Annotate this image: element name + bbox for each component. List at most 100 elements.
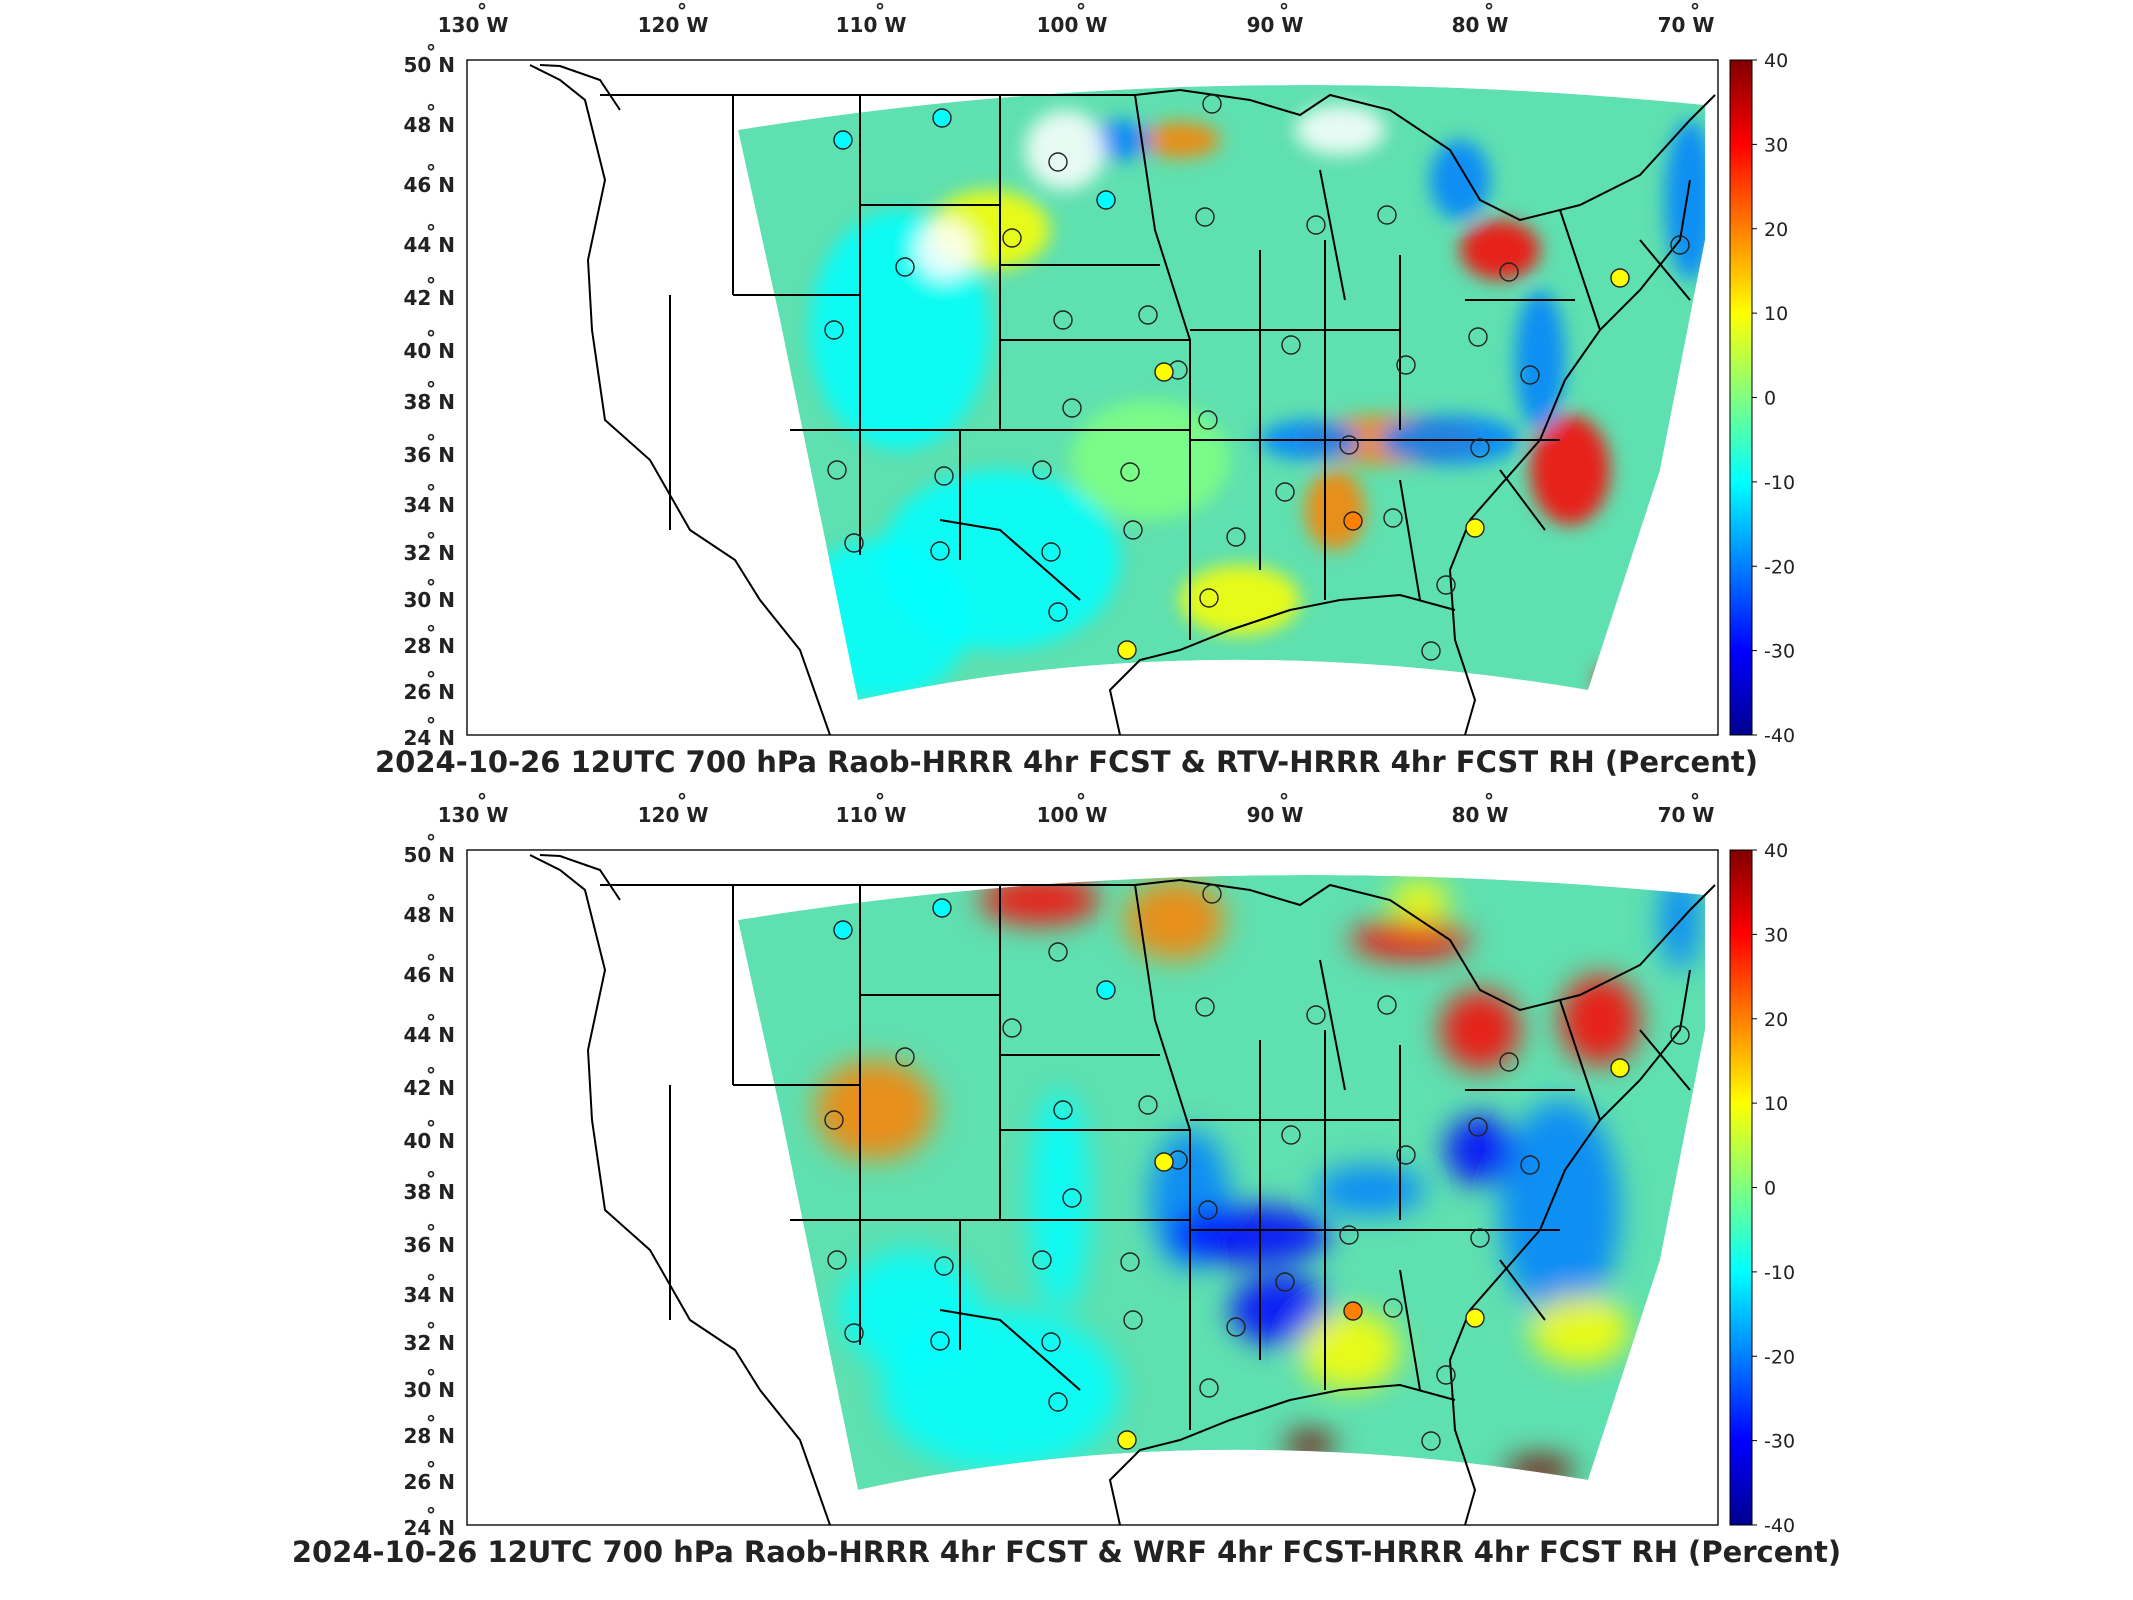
station-marker xyxy=(930,541,950,561)
station-marker xyxy=(1396,355,1416,375)
degree-mark: ° xyxy=(426,160,436,184)
colorbar-tick-label: 20 xyxy=(1764,1009,1788,1031)
station-marker xyxy=(1383,508,1403,528)
station-marker xyxy=(1520,365,1540,385)
lon-tick-label: 120 W xyxy=(638,803,709,827)
station-marker xyxy=(1499,262,1519,282)
station-marker xyxy=(1120,462,1140,482)
station-marker xyxy=(1041,1332,1061,1352)
lat-tick-label: 26 N xyxy=(403,1470,455,1494)
lon-tick-label: 130 W xyxy=(438,13,509,37)
station-marker xyxy=(1421,1431,1441,1451)
station-marker xyxy=(1465,518,1485,538)
lon-tick-label: 90 W xyxy=(1247,803,1304,827)
station-marker xyxy=(1138,305,1158,325)
station-marker xyxy=(1610,1058,1630,1078)
lat-tick-label: 32 N xyxy=(403,541,455,565)
degree-mark: ° xyxy=(426,1167,436,1191)
station-marker xyxy=(1048,942,1068,962)
station-marker xyxy=(1468,327,1488,347)
lat-tick-label: 46 N xyxy=(403,963,455,987)
station-marker xyxy=(1377,205,1397,225)
lat-tick-label: 34 N xyxy=(403,493,455,517)
station-marker xyxy=(932,108,952,128)
station-marker xyxy=(824,320,844,340)
station-marker xyxy=(895,1047,915,1067)
degree-mark: ° xyxy=(426,713,436,737)
station-marker xyxy=(1195,997,1215,1017)
degree-mark: ° xyxy=(426,1365,436,1389)
station-marker xyxy=(1226,1317,1246,1337)
station-marker xyxy=(1383,1298,1403,1318)
station-marker xyxy=(833,130,853,150)
map-figure-top: 130 W°120 W°110 W°100 W°90 W°80 W°70 W°5… xyxy=(403,0,1795,750)
degree-mark: ° xyxy=(1076,0,1086,23)
station-marker xyxy=(1202,94,1222,114)
station-marker xyxy=(1002,1018,1022,1038)
lon-tick-label: 80 W xyxy=(1452,13,1509,37)
degree-mark: ° xyxy=(1690,0,1700,23)
station-marker xyxy=(1048,1392,1068,1412)
station-marker xyxy=(1436,575,1456,595)
station-marker xyxy=(1062,398,1082,418)
station-marker xyxy=(1123,1310,1143,1330)
station-marker xyxy=(1275,482,1295,502)
station-marker xyxy=(1041,542,1061,562)
lat-tick-label: 36 N xyxy=(403,443,455,467)
station-marker xyxy=(1096,980,1116,1000)
degree-mark: ° xyxy=(426,1411,436,1435)
axes-frame xyxy=(466,849,1719,1526)
station-marker xyxy=(827,1250,847,1270)
station-marker xyxy=(827,460,847,480)
lat-tick-label: 46 N xyxy=(403,173,455,197)
lon-tick-label: 70 W xyxy=(1658,13,1715,37)
colorbar-tick-label: -20 xyxy=(1764,1346,1795,1368)
station-marker xyxy=(1117,1430,1137,1450)
degree-mark: ° xyxy=(426,621,436,645)
colorbar xyxy=(1729,59,1753,736)
station-marker xyxy=(1198,410,1218,430)
state-borders xyxy=(529,64,1716,736)
colorbar-tick-label: 0 xyxy=(1764,1178,1776,1200)
degree-mark: ° xyxy=(1279,790,1289,813)
station-marker xyxy=(1032,1250,1052,1270)
lat-tick-label: 30 N xyxy=(403,1378,455,1402)
station-marker xyxy=(1281,1125,1301,1145)
raob-stations xyxy=(824,884,1690,1451)
lon-tick-label: 110 W xyxy=(836,803,907,827)
degree-mark: ° xyxy=(426,220,436,244)
colorbar-tick-label: 10 xyxy=(1764,1093,1788,1115)
colorbar xyxy=(1729,849,1753,1526)
degree-mark: ° xyxy=(1484,790,1494,813)
station-marker xyxy=(1470,438,1490,458)
degree-mark: ° xyxy=(426,1457,436,1481)
degree-mark: ° xyxy=(426,1116,436,1140)
lat-tick-label: 48 N xyxy=(403,113,455,137)
station-marker xyxy=(1670,1025,1690,1045)
panel-title-top: 2024-10-26 12UTC 700 hPa Raob-HRRR 4hr F… xyxy=(374,745,1758,779)
station-marker xyxy=(1154,1152,1174,1172)
degree-mark: ° xyxy=(477,790,487,813)
degree-mark: ° xyxy=(426,273,436,297)
degree-mark: ° xyxy=(426,667,436,691)
degree-mark: ° xyxy=(875,790,885,813)
station-marker xyxy=(1343,1301,1363,1321)
lat-tick-label: 40 N xyxy=(403,1129,455,1153)
degree-mark: ° xyxy=(426,950,436,974)
station-marker xyxy=(833,920,853,940)
colorbar-tick-label: 30 xyxy=(1764,134,1788,156)
colorbar-tick-label: -30 xyxy=(1764,1431,1795,1453)
degree-mark: ° xyxy=(426,1063,436,1087)
degree-mark: ° xyxy=(677,790,687,813)
station-marker xyxy=(1670,235,1690,255)
station-marker xyxy=(1198,1200,1218,1220)
lon-tick-label: 100 W xyxy=(1037,13,1108,37)
station-marker xyxy=(1520,1155,1540,1175)
lon-tick-label: 70 W xyxy=(1658,803,1715,827)
station-marker xyxy=(1396,1145,1416,1165)
colorbar-tick-label: 20 xyxy=(1764,219,1788,241)
degree-mark: ° xyxy=(426,480,436,504)
rh-difference-field xyxy=(738,85,1705,700)
degree-mark: ° xyxy=(426,326,436,350)
station-marker xyxy=(1053,310,1073,330)
